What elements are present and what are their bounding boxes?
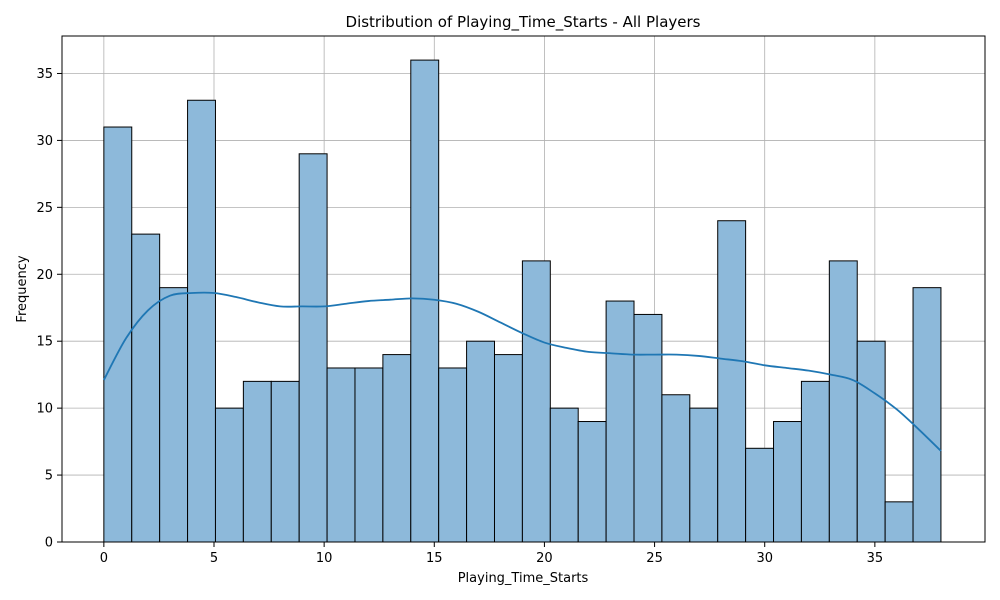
histogram-bar: [131, 233, 161, 543]
x-tick-label: 25: [646, 551, 663, 566]
y-tick-label: 20: [36, 268, 53, 283]
x-tick-label: 30: [756, 551, 773, 566]
histogram-bar: [773, 421, 802, 543]
histogram-bar: [800, 380, 830, 543]
y-tick-label: 0: [45, 536, 53, 551]
bars-layer: [103, 59, 942, 543]
histogram-bar: [633, 313, 663, 543]
histogram-bar: [326, 367, 356, 543]
x-tick-label: 15: [426, 551, 443, 566]
histogram-bar: [717, 220, 747, 543]
y-axis-title: Frequency: [15, 255, 30, 322]
histogram-bar: [159, 287, 189, 543]
y-tick-label: 15: [36, 335, 53, 350]
y-tick-label: 5: [45, 469, 53, 484]
histogram-bar: [354, 367, 384, 543]
y-tick-label: 30: [36, 134, 53, 149]
x-tick-label: 20: [536, 551, 553, 566]
histogram-bar: [382, 354, 412, 543]
histogram-bar: [270, 380, 300, 543]
histogram-bar: [689, 407, 719, 543]
histogram-bar: [605, 300, 635, 543]
x-tick-label: 10: [316, 551, 333, 566]
histogram-bar: [912, 287, 942, 543]
histogram-bar: [661, 394, 691, 543]
y-tick-label: 10: [36, 402, 53, 417]
histogram-bar: [242, 380, 272, 543]
y-tick-label: 25: [36, 201, 53, 216]
histogram-bar: [856, 340, 886, 543]
histogram-bar: [410, 59, 440, 543]
y-tick-label: 35: [36, 67, 53, 82]
histogram-bar: [466, 340, 495, 543]
histogram-bar: [438, 367, 468, 543]
histogram-bar: [745, 447, 775, 543]
chart-title: Distribution of Playing_Time_Starts - Al…: [346, 13, 701, 32]
x-tick-label: 35: [867, 551, 884, 566]
histogram-bar: [493, 354, 523, 543]
ticks-layer: 0 5 10 15 20 25 30 35 0 5 10 15 20 25 30 35: [36, 67, 883, 566]
histogram-bar: [521, 260, 551, 543]
x-axis-title: Playing_Time_Starts: [458, 571, 589, 586]
histogram-bar: [577, 421, 607, 543]
histogram-bar: [214, 407, 244, 543]
histogram-bar: [884, 501, 914, 543]
histogram-bar: [187, 99, 216, 543]
histogram-bar: [828, 260, 858, 543]
histogram-bar: [298, 153, 328, 543]
kde-layer: [103, 291, 942, 452]
plot-frame: [61, 35, 986, 543]
histogram-bar: [549, 407, 579, 543]
x-tick-label: 0: [100, 551, 108, 566]
x-tick-label: 5: [210, 551, 218, 566]
kde-line: [103, 291, 942, 452]
